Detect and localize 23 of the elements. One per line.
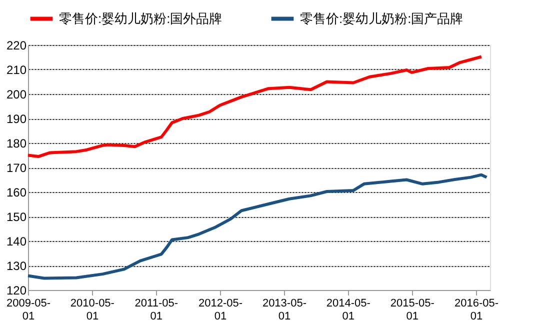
y-tick-label: 160 — [6, 186, 27, 200]
legend-label: 零售价:婴幼儿奶粉:国外品牌 — [59, 10, 222, 26]
x-tick-label: 2015-05- 01 — [390, 298, 435, 322]
y-tick-label: 180 — [6, 136, 27, 150]
x-tick-label: 2014-05- 01 — [326, 298, 371, 322]
x-tick-label: 2010-05- 01 — [70, 298, 115, 322]
legend-label: 零售价:婴幼儿奶粉:国产品牌 — [300, 10, 464, 26]
x-tick-label: 2013-05- 01 — [262, 298, 307, 322]
y-tick-label: 200 — [6, 88, 27, 102]
x-tick-label: 2009-05- 01 — [6, 298, 51, 322]
y-tick-label: 170 — [6, 161, 27, 175]
line-series — [26, 173, 488, 280]
y-tick-label: 220 — [6, 38, 27, 52]
y-tick-label: 190 — [6, 112, 27, 126]
x-tick-label: 2016-05- 01 — [454, 298, 499, 322]
x-tick-label: 2012-05- 01 — [198, 298, 243, 322]
x-tick-label: 2011-05- 01 — [134, 298, 178, 322]
y-tick-label: 210 — [6, 63, 27, 77]
y-tick-label: 120 — [6, 284, 27, 298]
y-tick-label: 130 — [6, 259, 27, 273]
y-tick-label: 140 — [6, 234, 27, 248]
y-tick-label: 150 — [6, 210, 27, 224]
line-series — [26, 55, 483, 158]
